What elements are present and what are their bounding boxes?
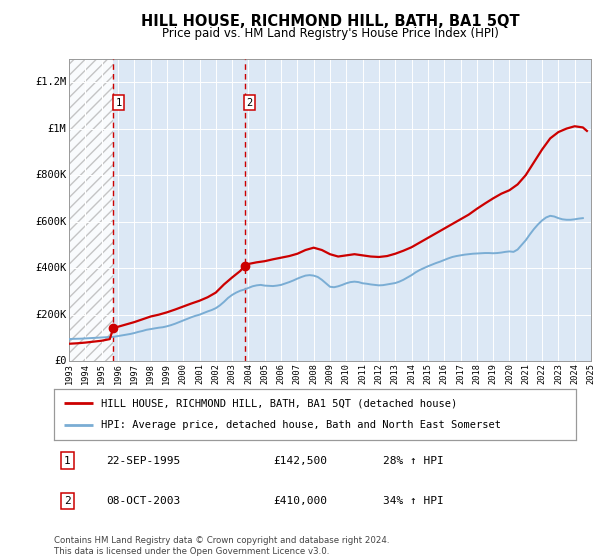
Text: £142,500: £142,500 [273, 456, 327, 465]
Text: £1.2M: £1.2M [35, 77, 67, 87]
Text: HPI: Average price, detached house, Bath and North East Somerset: HPI: Average price, detached house, Bath… [101, 421, 501, 431]
Text: £600K: £600K [35, 217, 67, 227]
Text: £410,000: £410,000 [273, 496, 327, 506]
Text: £200K: £200K [35, 310, 67, 320]
Text: 2: 2 [247, 97, 253, 108]
Text: Contains HM Land Registry data © Crown copyright and database right 2024.
This d: Contains HM Land Registry data © Crown c… [54, 536, 389, 556]
Text: 34% ↑ HPI: 34% ↑ HPI [383, 496, 443, 506]
Text: 22-SEP-1995: 22-SEP-1995 [106, 456, 181, 465]
Text: £0: £0 [54, 356, 67, 366]
Text: 08-OCT-2003: 08-OCT-2003 [106, 496, 181, 506]
Text: HILL HOUSE, RICHMOND HILL, BATH, BA1 5QT: HILL HOUSE, RICHMOND HILL, BATH, BA1 5QT [140, 14, 520, 29]
Text: HILL HOUSE, RICHMOND HILL, BATH, BA1 5QT (detached house): HILL HOUSE, RICHMOND HILL, BATH, BA1 5QT… [101, 398, 457, 408]
Text: £1M: £1M [47, 124, 67, 134]
Text: 1: 1 [64, 456, 70, 465]
Text: Price paid vs. HM Land Registry's House Price Index (HPI): Price paid vs. HM Land Registry's House … [161, 27, 499, 40]
Text: £400K: £400K [35, 263, 67, 273]
Text: £800K: £800K [35, 170, 67, 180]
Text: 1: 1 [115, 97, 122, 108]
Text: 28% ↑ HPI: 28% ↑ HPI [383, 456, 443, 465]
Text: 2: 2 [64, 496, 70, 506]
